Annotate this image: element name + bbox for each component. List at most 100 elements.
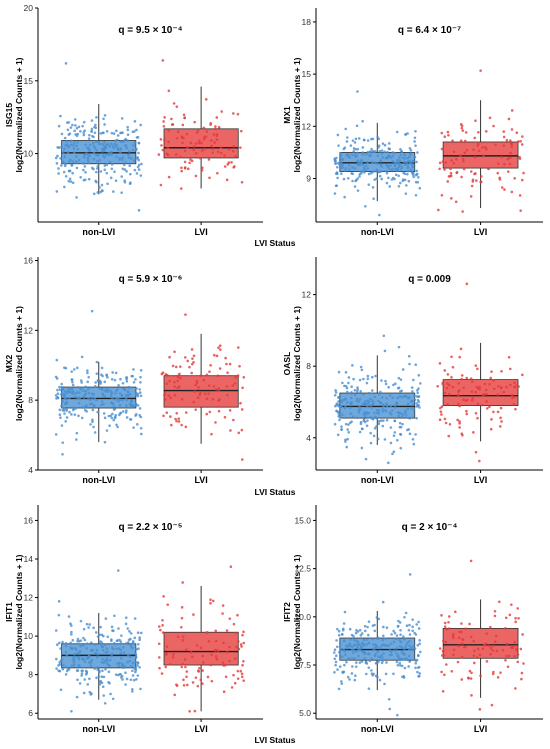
data-point xyxy=(57,613,61,617)
data-point xyxy=(103,661,107,664)
data-point xyxy=(117,399,120,403)
data-point xyxy=(346,428,349,431)
data-point xyxy=(89,693,93,696)
data-point xyxy=(211,397,215,401)
data-point xyxy=(214,127,217,131)
data-point xyxy=(410,160,414,164)
data-point xyxy=(470,390,474,393)
data-point xyxy=(399,640,403,644)
data-point xyxy=(77,414,80,418)
data-point xyxy=(443,673,446,677)
data-point xyxy=(377,409,381,412)
data-point xyxy=(412,378,415,382)
data-point xyxy=(347,381,350,385)
data-point xyxy=(409,149,413,152)
data-point xyxy=(419,382,422,385)
y-tick-label: 12 xyxy=(302,290,312,300)
data-point xyxy=(418,406,421,409)
data-point xyxy=(364,414,367,418)
data-point xyxy=(174,417,177,421)
data-point xyxy=(362,638,366,642)
data-point xyxy=(114,673,118,676)
x-tick-label: non-LVI xyxy=(361,724,394,734)
data-point xyxy=(461,157,465,161)
data-point xyxy=(485,407,489,410)
data-point xyxy=(85,647,88,650)
data-point xyxy=(163,393,166,397)
data-point xyxy=(208,176,211,180)
data-point xyxy=(160,144,163,147)
data-point xyxy=(198,666,201,670)
data-point xyxy=(457,382,461,385)
data-point xyxy=(399,412,403,415)
data-point xyxy=(361,119,364,123)
data-point xyxy=(417,627,421,630)
data-point xyxy=(514,687,517,690)
data-point xyxy=(362,412,366,416)
data-point xyxy=(403,157,407,160)
data-point xyxy=(110,163,114,166)
data-point xyxy=(406,165,410,169)
data-point xyxy=(165,645,169,648)
data-point xyxy=(402,412,405,416)
data-point xyxy=(132,144,135,147)
data-point xyxy=(514,407,517,411)
data-point xyxy=(110,652,114,656)
data-point xyxy=(393,405,397,409)
data-point xyxy=(182,683,186,687)
data-point xyxy=(209,601,212,605)
data-point xyxy=(215,354,219,358)
data-point xyxy=(84,669,88,673)
data-point xyxy=(61,640,64,644)
data-point xyxy=(208,410,212,414)
data-point xyxy=(210,679,214,683)
data-point xyxy=(90,402,94,405)
data-point xyxy=(219,151,223,155)
x-tick-label: non-LVI xyxy=(82,724,115,734)
data-point xyxy=(105,143,109,147)
data-point xyxy=(335,639,338,642)
data-point xyxy=(119,151,122,154)
data-point xyxy=(484,130,488,133)
data-point xyxy=(346,390,349,394)
data-point xyxy=(458,404,461,408)
data-point xyxy=(118,661,121,665)
data-point xyxy=(359,365,363,369)
data-point xyxy=(241,633,244,637)
data-point xyxy=(398,159,402,162)
data-point xyxy=(404,646,407,650)
data-point xyxy=(497,385,500,388)
data-point xyxy=(356,386,359,389)
data-point xyxy=(55,643,59,646)
data-point xyxy=(469,635,473,639)
data-point xyxy=(99,625,102,629)
data-point xyxy=(437,208,440,212)
data-point xyxy=(395,402,398,405)
data-point xyxy=(176,375,180,379)
data-point xyxy=(82,131,85,134)
data-point xyxy=(98,633,102,637)
data-point xyxy=(370,147,373,151)
data-point xyxy=(369,397,372,401)
data-point xyxy=(381,403,385,406)
data-point xyxy=(414,180,418,184)
data-point xyxy=(493,610,497,613)
data-point xyxy=(468,622,471,626)
data-point xyxy=(69,126,73,129)
data-point xyxy=(440,405,444,408)
data-point xyxy=(452,653,455,657)
q-value-annotation: q = 5.9 × 10⁻⁶ xyxy=(119,274,183,285)
x-tick-label: non-LVI xyxy=(361,227,394,237)
data-point xyxy=(474,119,477,122)
data-point xyxy=(393,631,397,635)
data-point xyxy=(234,376,237,379)
y-tick-label: 15 xyxy=(24,76,34,86)
data-point xyxy=(390,409,394,412)
data-point xyxy=(65,143,69,146)
data-point xyxy=(366,411,369,415)
data-point xyxy=(381,142,385,145)
data-point xyxy=(387,142,391,145)
data-point xyxy=(398,181,402,185)
data-point xyxy=(117,627,120,630)
data-point xyxy=(102,402,105,406)
